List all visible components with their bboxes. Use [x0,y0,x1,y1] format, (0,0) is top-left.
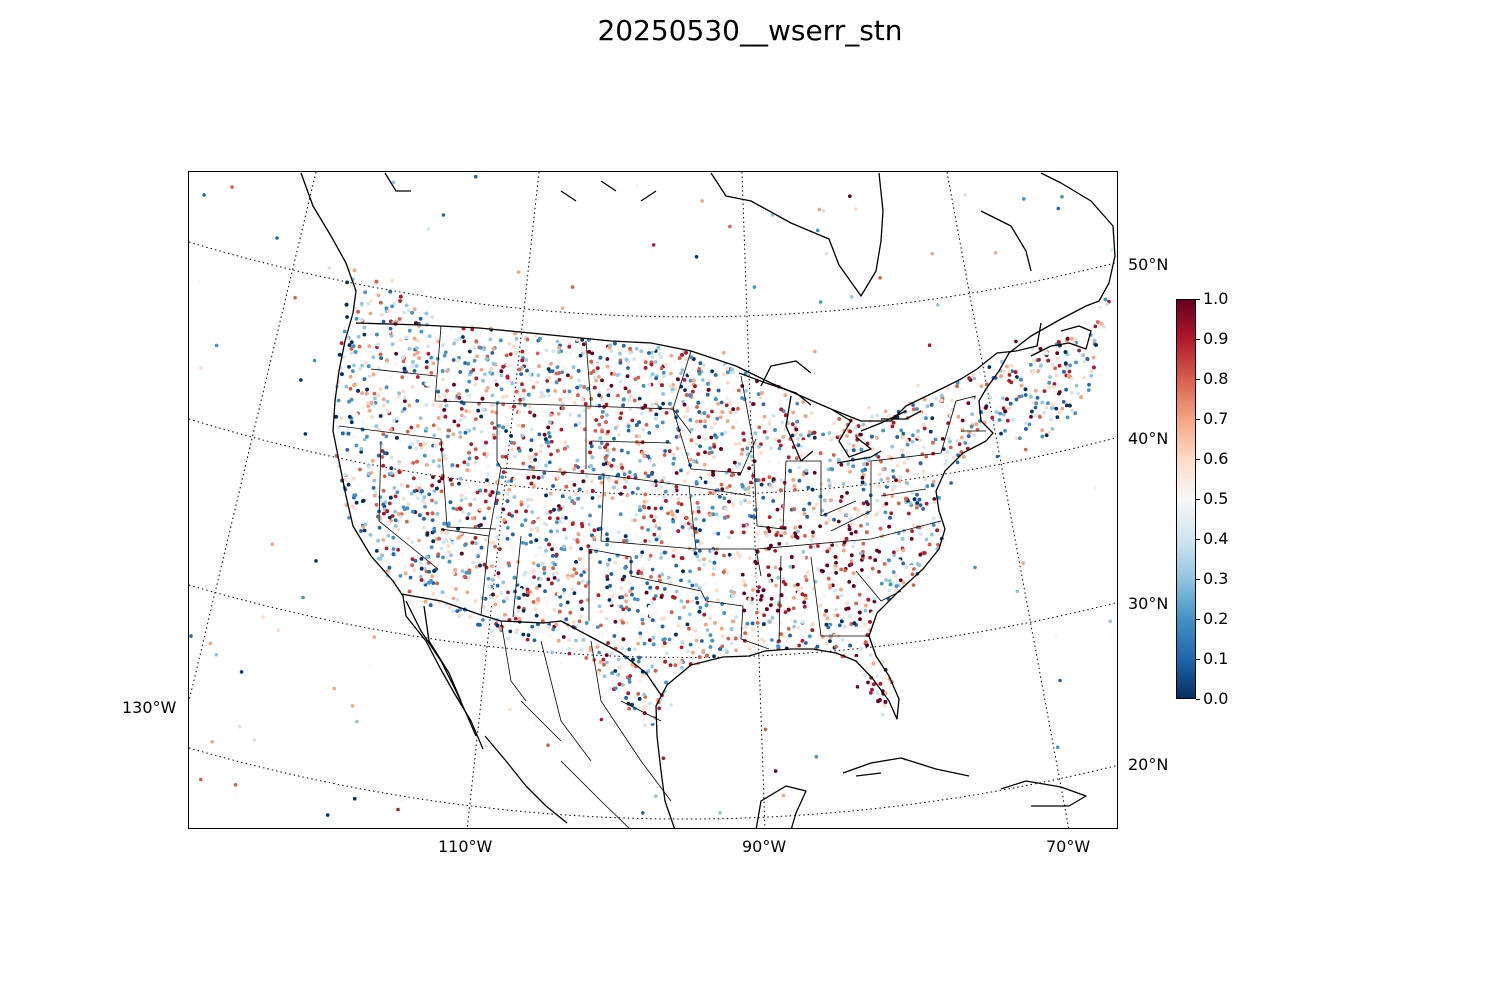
colorbar-tick-label: 0.0 [1203,689,1229,708]
meridian-90w [741,172,766,828]
state-lines-central [585,340,770,650]
colorbar-tick [1196,658,1200,660]
colorbar-tick [1196,378,1200,380]
graticule [189,172,1117,828]
map-panel [188,171,1118,829]
mexico-pacific-coast [484,735,568,824]
colorbar-tick-label: 0.1 [1203,649,1229,668]
state-lines-east [740,375,986,642]
newfoundland [1030,325,1092,357]
baja-peninsula [405,600,477,737]
colorbar-tick-label: 0.2 [1203,609,1229,628]
great-lakes [738,360,922,464]
yucatan [755,785,807,828]
lat-label-40n: 40°N [1128,429,1169,448]
colorbar-tick [1196,698,1200,700]
colorbar-tick [1196,498,1200,500]
florida-keys-cuba [842,757,970,777]
parallel-50n [189,241,1117,318]
lon-label-90w: 90°W [742,837,787,856]
colorbar-tick [1196,618,1200,620]
colorbar-tick [1196,418,1200,420]
colorbar-tick [1196,298,1200,300]
lat-label-50n: 50°N [1128,255,1169,274]
colorbar-tick-label: 0.3 [1203,569,1229,588]
station-markers [189,174,1115,817]
colorbar-tick-label: 0.5 [1203,489,1229,508]
parallel-20n [189,747,1117,820]
meridian-130w [189,172,317,702]
meridian-70w [946,172,1070,828]
map-canvas [189,172,1117,828]
colorbar-tick-label: 0.8 [1203,369,1229,388]
lon-label-110w: 110°W [438,837,493,856]
canada-north-coast [384,172,1032,272]
gulf-coast [655,635,900,828]
state-lines-west [338,325,605,618]
east-coastline [868,172,1116,637]
colorbar-tick [1196,458,1200,460]
colorbar-tick-label: 0.7 [1203,409,1229,428]
lon-label-130w: 130°W [122,698,177,717]
lat-label-20n: 20°N [1128,755,1169,774]
map-title: 20250530__wserr_stn [597,14,903,47]
lon-label-70w: 70°W [1046,837,1091,856]
lat-label-30n: 30°N [1128,594,1169,613]
colorbar [1176,299,1196,699]
colorbar-tick-label: 1.0 [1203,289,1229,308]
colorbar-tick-label: 0.6 [1203,449,1229,468]
state-lines [338,325,986,828]
mexico-state-lines [500,620,672,828]
hispaniola [1000,780,1087,807]
colorbar-tick-label: 0.9 [1203,329,1229,348]
colorbar-tick [1196,578,1200,580]
colorbar-tick [1196,538,1200,540]
boundary-lines [300,172,1116,828]
colorbar-tick-label: 0.4 [1203,529,1229,548]
west-coastline [300,172,484,750]
colorbar-tick [1196,338,1200,340]
hudson-bay [710,172,884,297]
